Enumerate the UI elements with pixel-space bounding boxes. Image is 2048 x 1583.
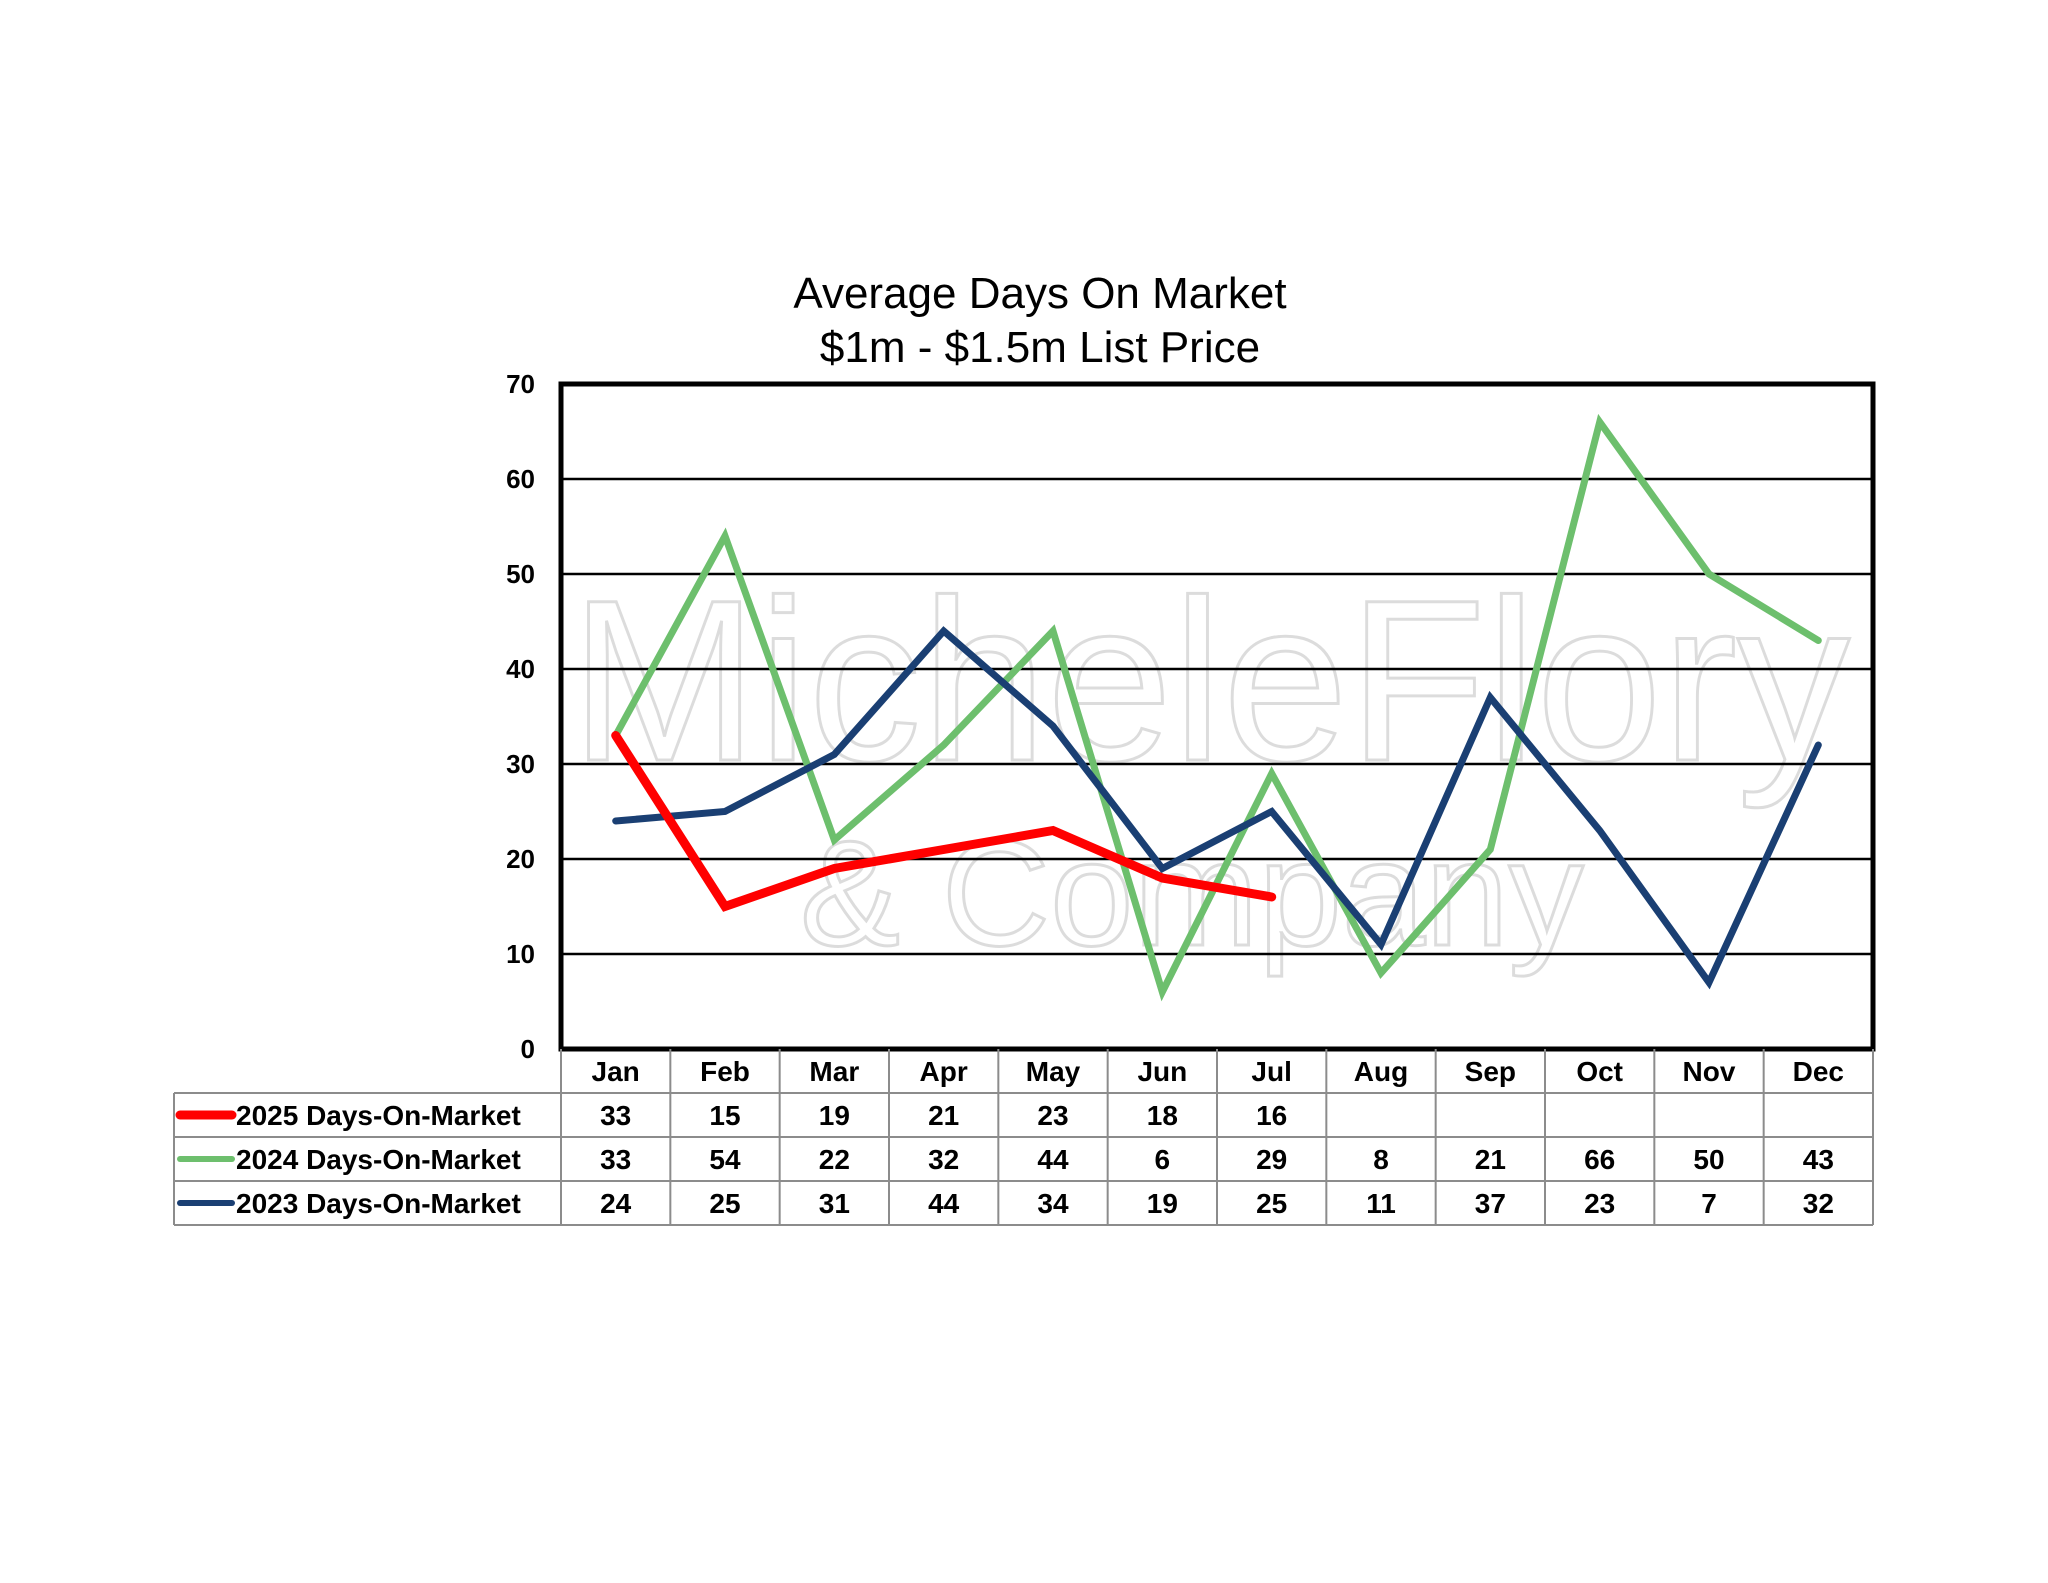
data-label: 33 bbox=[600, 1144, 631, 1175]
legend-label-2024: 2024 Days-On-Market bbox=[236, 1144, 521, 1175]
category-label: Mar bbox=[809, 1056, 859, 1087]
y-tick-label: 40 bbox=[506, 654, 535, 684]
data-label: 7 bbox=[1701, 1188, 1717, 1219]
legend-label-2025: 2025 Days-On-Market bbox=[236, 1100, 521, 1131]
category-label: Aug bbox=[1354, 1056, 1408, 1087]
data-label: 43 bbox=[1803, 1144, 1834, 1175]
data-label: 11 bbox=[1366, 1188, 1396, 1219]
data-label: 31 bbox=[819, 1188, 850, 1219]
data-label: 23 bbox=[1037, 1100, 1068, 1131]
chart-title: Average Days On Market bbox=[793, 269, 1286, 318]
category-label: Sep bbox=[1465, 1056, 1516, 1087]
watermark-line2: & Company bbox=[800, 809, 1584, 977]
category-label: Feb bbox=[700, 1056, 750, 1087]
data-label: 6 bbox=[1155, 1144, 1171, 1175]
watermark-line1: MicheleFlory bbox=[570, 552, 1850, 809]
data-label: 8 bbox=[1373, 1144, 1389, 1175]
data-label: 29 bbox=[1256, 1144, 1287, 1175]
series-lines bbox=[611, 413, 1822, 1002]
data-label: 33 bbox=[600, 1100, 631, 1131]
y-tick-label: 10 bbox=[506, 939, 535, 969]
data-label: 21 bbox=[1475, 1144, 1506, 1175]
y-tick-label: 30 bbox=[506, 749, 535, 779]
y-tick-label: 70 bbox=[506, 369, 535, 399]
category-label: Jul bbox=[1251, 1056, 1291, 1087]
legend-label-2023: 2023 Days-On-Market bbox=[236, 1188, 521, 1219]
category-label: Nov bbox=[1683, 1056, 1736, 1087]
chart-subtitle: $1m - $1.5m List Price bbox=[820, 323, 1260, 372]
data-label: 22 bbox=[819, 1144, 850, 1175]
data-label: 32 bbox=[1803, 1188, 1834, 1219]
data-label: 50 bbox=[1693, 1144, 1724, 1175]
data-table: Jan Feb Mar Apr May Jun Jul Aug Sep Oct Nov Dec 2025… bbox=[173, 1049, 1874, 1226]
data-label: 24 bbox=[600, 1188, 632, 1219]
series-line-2023 bbox=[612, 626, 1822, 990]
category-label: Oct bbox=[1576, 1056, 1623, 1087]
data-label: 21 bbox=[928, 1100, 959, 1131]
data-label: 44 bbox=[1037, 1144, 1069, 1175]
data-label: 37 bbox=[1475, 1188, 1506, 1219]
data-label: 25 bbox=[709, 1188, 740, 1219]
y-tick-label: 20 bbox=[506, 844, 535, 874]
y-axis: 0 10 20 30 40 50 60 70 bbox=[506, 369, 535, 1064]
data-label: 16 bbox=[1256, 1100, 1287, 1131]
data-label: 54 bbox=[709, 1144, 741, 1175]
data-label: 19 bbox=[1147, 1188, 1178, 1219]
data-label: 19 bbox=[819, 1100, 850, 1131]
data-label: 23 bbox=[1584, 1188, 1615, 1219]
data-label: 44 bbox=[928, 1188, 960, 1219]
y-tick-label: 50 bbox=[506, 559, 535, 589]
gridlines bbox=[561, 477, 1873, 956]
series-line-2024 bbox=[612, 413, 1822, 1002]
data-label: 18 bbox=[1147, 1100, 1178, 1131]
data-label: 32 bbox=[928, 1144, 959, 1175]
data-label: 15 bbox=[709, 1100, 740, 1131]
y-tick-label: 60 bbox=[506, 464, 535, 494]
data-label: 25 bbox=[1256, 1188, 1287, 1219]
category-label: Jan bbox=[592, 1056, 640, 1087]
category-label: Jun bbox=[1137, 1056, 1187, 1087]
category-label: Apr bbox=[920, 1056, 968, 1087]
category-label: Dec bbox=[1793, 1056, 1844, 1087]
y-tick-label: 0 bbox=[521, 1034, 535, 1064]
category-label: May bbox=[1026, 1056, 1081, 1087]
series-line-2025 bbox=[611, 731, 1277, 912]
data-label: 34 bbox=[1037, 1188, 1069, 1219]
data-label: 66 bbox=[1584, 1144, 1615, 1175]
